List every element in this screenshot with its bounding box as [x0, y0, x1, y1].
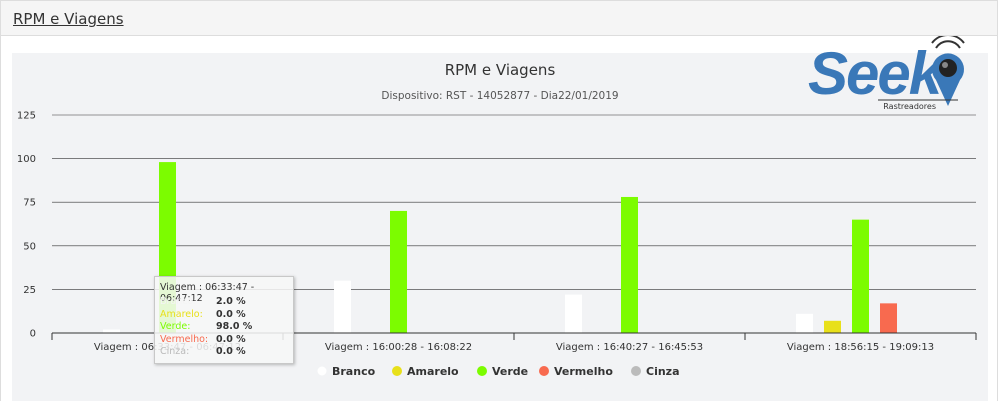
bar-branco[interactable]	[796, 313, 813, 333]
legend-marker	[316, 365, 328, 377]
tooltip-series-name: Amarelo:	[160, 308, 203, 320]
bars	[103, 162, 897, 333]
tooltip-row: Cinza: 0.0 %	[160, 346, 290, 358]
tooltip-row: Branco: 2.0 %	[160, 296, 290, 308]
y-tick-label: 25	[23, 285, 36, 296]
bar-verde[interactable]	[390, 210, 407, 333]
legend-marker	[631, 366, 641, 376]
tooltip-series-name: Vermelho:	[160, 333, 209, 345]
legend-item-branco[interactable]: Branco	[316, 365, 376, 378]
bar-verde[interactable]	[852, 219, 869, 333]
panel-header: RPM e Viagens	[0, 0, 998, 36]
legend-item-cinza[interactable]: Cinza	[631, 365, 680, 378]
y-tick-label: 125	[17, 111, 36, 122]
chart-subtitle: Dispositivo: RST - 14052877 - Dia22/01/2…	[381, 90, 618, 102]
location-pin-icon	[931, 36, 965, 106]
tooltip-series-name: Cinza:	[160, 346, 190, 357]
tooltip-series-name: Branco:	[160, 296, 197, 307]
panel-title[interactable]: RPM e Viagens	[13, 10, 124, 28]
legend-label: Amarelo	[407, 365, 459, 378]
logo-tagline: Rastreadores	[883, 102, 936, 111]
tooltip-series-value: 0.0 %	[216, 333, 246, 345]
seek-logo: Seek Rastreadores	[808, 36, 965, 111]
bar-verde[interactable]	[621, 196, 638, 333]
legend-label: Verde	[492, 365, 528, 378]
legend-item-vermelho[interactable]: Vermelho	[539, 365, 613, 378]
legend-marker	[539, 366, 549, 376]
tooltip-series-value: 0.0 %	[216, 346, 246, 357]
x-tick-label: Viagem : 16:40:27 - 16:45:53	[556, 342, 703, 353]
y-axis-labels: 0 25 50 75 100 125	[17, 111, 36, 340]
bar-vermelho[interactable]	[880, 303, 897, 333]
tooltip-title: Viagem : 06:33:47 - 06:47:12	[160, 282, 255, 304]
tooltip-series-name: Verde:	[160, 321, 191, 332]
y-tick-label: 100	[17, 154, 36, 165]
legend: Branco Amarelo Verde Vermelho Cinza	[316, 365, 680, 378]
tooltip-row: Amarelo: 0.0 %	[160, 309, 290, 321]
bar-branco[interactable]	[565, 294, 582, 333]
y-tick-label: 0	[30, 329, 36, 340]
bar-branco[interactable]	[103, 329, 120, 333]
chart-title: RPM e Viagens	[445, 61, 556, 79]
bar-amarelo[interactable]	[824, 320, 841, 333]
y-tick-label: 50	[23, 241, 36, 252]
tooltip: Viagem : 06:33:47 - 06:47:12 Branco: 2.0 …	[154, 276, 294, 364]
tooltip-series-value: 2.0 %	[216, 296, 246, 307]
bar-branco[interactable]	[334, 280, 351, 333]
x-tick-label: Viagem : 16:00:28 - 16:08:22	[325, 342, 472, 353]
tooltip-row: Verde: 98.0 %	[160, 321, 290, 333]
tooltip-series-value: 0.0 %	[216, 308, 246, 320]
x-tick-label: Viagem : 18:56:15 - 19:09:13	[787, 342, 934, 353]
legend-item-amarelo[interactable]: Amarelo	[392, 365, 459, 378]
legend-item-verde[interactable]: Verde	[477, 365, 528, 378]
legend-label: Vermelho	[554, 365, 613, 378]
legend-label: Cinza	[646, 365, 680, 378]
legend-label: Branco	[332, 365, 376, 378]
y-tick-label: 75	[23, 198, 36, 209]
legend-marker	[477, 366, 487, 376]
logo-text: Seek	[808, 40, 945, 107]
legend-marker	[392, 366, 402, 376]
tooltip-row: Vermelho: 0.0 %	[160, 334, 290, 346]
tooltip-series-value: 98.0 %	[216, 321, 253, 332]
